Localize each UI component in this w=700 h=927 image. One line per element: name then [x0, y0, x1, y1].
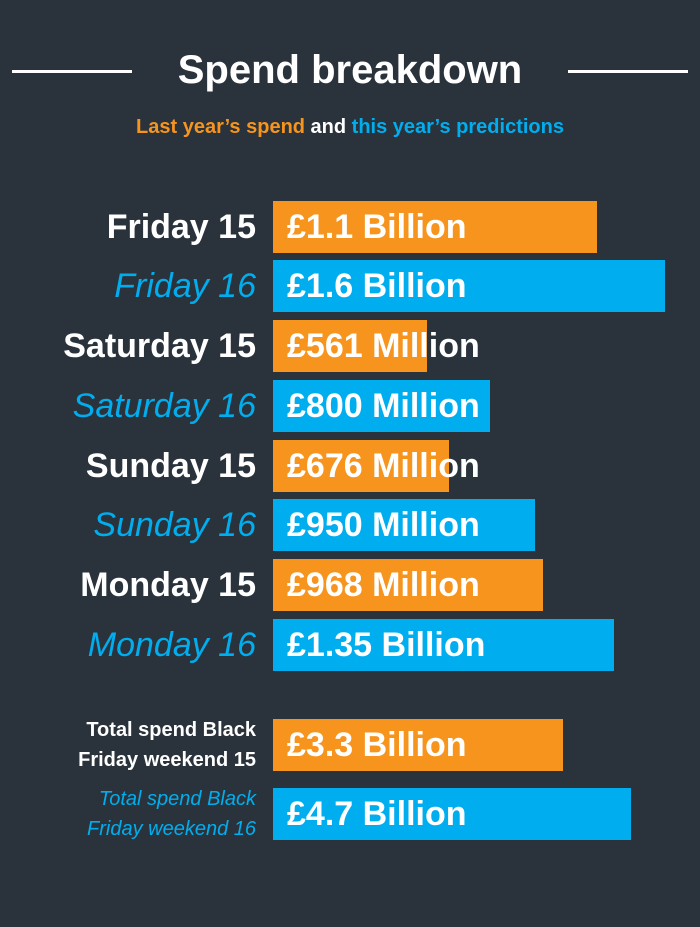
row-label-saturday-16: Saturday 16 [72, 387, 256, 425]
bar-saturday-16 [273, 380, 490, 432]
bar-value-saturday-15: £561 Million [287, 327, 480, 365]
row-label-friday-15: Friday 15 [106, 208, 256, 246]
legend-this-year: this year’s predictions [351, 116, 564, 138]
bar-value-total-16: £4.7 Billion [287, 795, 467, 833]
total-label-16: Total spend Black Friday weekend 16 [87, 784, 256, 844]
bar-value-friday-16: £1.6 Billion [287, 267, 467, 305]
row-label-sunday-15: Sunday 15 [85, 447, 256, 485]
total-label-15: Total spend Black Friday weekend 15 [78, 715, 256, 775]
subtitle-legend: Last year’s spend and this year’s predic… [0, 116, 700, 139]
title-rule-right [568, 70, 688, 73]
bar-value-saturday-16: £800 Million [287, 387, 480, 425]
bar-total-15 [273, 719, 563, 771]
bar-total-16 [273, 788, 631, 840]
bar-value-sunday-15: £676 Million [287, 447, 480, 485]
legend-connector: and [305, 116, 352, 138]
bar-monday-16 [273, 619, 614, 671]
row-label-monday-16: Monday 16 [87, 626, 256, 664]
bar-value-sunday-16: £950 Million [287, 506, 480, 544]
header: Spend breakdown [0, 42, 700, 98]
row-label-friday-16: Friday 16 [114, 267, 256, 305]
total-label-16-line1: Total spend Black [98, 788, 256, 810]
bar-friday-16 [273, 260, 665, 312]
bar-saturday-15 [273, 320, 427, 372]
total-label-15-line1: Total spend Black [86, 719, 256, 741]
bar-value-monday-16: £1.35 Billion [287, 626, 486, 664]
bar-value-monday-15: £968 Million [287, 566, 480, 604]
total-label-15-line2: Friday weekend 15 [78, 749, 256, 771]
row-label-sunday-16: Sunday 16 [93, 506, 256, 544]
bar-sunday-16 [273, 499, 535, 551]
bar-monday-15 [273, 559, 543, 611]
total-label-16-line2: Friday weekend 16 [87, 818, 256, 840]
row-label-monday-15: Monday 15 [80, 566, 256, 604]
title-rule-left [12, 70, 132, 73]
page-title: Spend breakdown [177, 47, 523, 92]
bar-friday-15 [273, 201, 597, 253]
row-label-saturday-15: Saturday 15 [63, 327, 256, 365]
legend-last-year: Last year’s spend [136, 116, 305, 138]
bar-sunday-15 [273, 440, 449, 492]
bar-value-friday-15: £1.1 Billion [287, 208, 467, 246]
bar-value-total-15: £3.3 Billion [287, 726, 467, 764]
